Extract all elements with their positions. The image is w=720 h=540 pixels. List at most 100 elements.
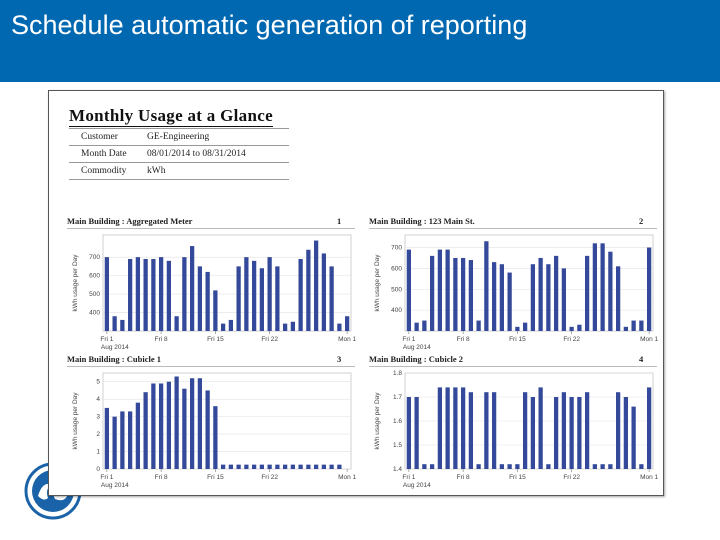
bar [646,387,652,469]
bar [205,390,210,469]
bar [166,260,172,331]
bar [282,323,288,331]
chart-panel-cubicle-2: Main Building : Cubicle 2 4 1.4 1.5 1.6 1.7… [369,354,659,494]
bar [522,392,528,469]
x-tick-label: Fri 1 [100,336,113,343]
y-axis-label: kWh usage per Day [72,254,79,312]
bar [112,316,117,331]
bar [429,464,435,469]
meta-value: GE-Engineering [147,132,210,142]
chart-panel-aggregated-meter: Main Building : Aggregated Meter 1 400 50… [67,216,357,356]
bar [530,397,536,469]
bar [104,257,110,331]
month-label: Aug 2014 [101,482,129,489]
x-tick-label: Fri 15 [509,474,526,481]
panel-header: Main Building : 123 Main St. 2 [369,216,657,229]
bar [290,321,296,331]
meta-row-customer: Customer GE-Engineering [81,132,209,142]
bar [329,464,334,469]
bar [337,464,342,469]
bar [267,257,272,331]
y-axis-label: kWh usage per Day [374,392,381,450]
bar [182,388,187,469]
bar [228,319,234,331]
month-label: Aug 2014 [403,482,431,489]
y-axis-label: kWh usage per Day [72,392,79,450]
bar [569,326,574,331]
bar [592,464,598,469]
bar [429,255,435,331]
chart-title: Main Building : Cubicle 1 [67,354,161,364]
bar [460,257,466,331]
bar [120,319,125,331]
bar [639,320,644,331]
bar [127,411,133,469]
bar [507,464,512,469]
meta-divider [69,179,289,180]
x-tick-label: Fri 22 [563,336,580,343]
y-tick-label: 1 [96,449,100,456]
bar [600,243,605,331]
bar [259,268,265,331]
bar [538,387,543,469]
x-tick-label: Fri 1 [100,474,113,481]
bar [406,249,412,331]
x-tick-label: Mon 1 [338,474,356,481]
bar [275,464,280,469]
bar [406,397,412,469]
x-tick-label: Fri 8 [155,336,168,343]
bar [561,392,567,469]
bar [422,320,427,331]
chart-number: 3 [337,354,342,364]
y-axis-label: kWh usage per Day [374,254,381,312]
chart-cubicle-1: 0 1 2 3 4 5 Fri 1 Fri 8 Fri 15 Fri 22 Mon 1 Aug 201… [72,372,357,489]
bar [267,464,272,469]
bar [174,316,179,331]
y-tick-label: 400 [89,310,100,317]
bar [615,392,621,469]
bar [236,266,241,331]
y-tick-label: 700 [89,254,100,261]
bar [244,464,249,469]
bar [491,262,497,331]
x-tick-label: Fri 8 [155,474,168,481]
bar [220,323,226,331]
bar [507,272,512,331]
bar [135,257,141,331]
y-tick-label: 600 [391,265,402,272]
bar [414,322,419,331]
bar [631,320,636,331]
bar [623,397,629,469]
bar [437,387,443,469]
bar [530,264,536,331]
bar [189,378,195,469]
bar [197,378,203,469]
bar [213,406,218,469]
bar [244,257,249,331]
bar [275,266,280,331]
panel-header: Main Building : Aggregated Meter 1 [67,216,355,229]
bar [476,320,481,331]
bar [306,464,311,469]
bar [120,411,125,469]
y-tick-label: 0 [96,466,100,473]
bar [344,316,350,331]
bar [623,326,629,331]
bar [437,249,443,331]
y-tick-label: 1.7 [393,394,402,401]
chart-number: 2 [639,216,644,226]
bar [143,392,148,469]
bar [329,266,334,331]
bar [228,464,234,469]
chart-aggregated-meter: 400 500 600 700 Fri 1 Fri 8 Fri 15 Fri 22 Mon 1 A… [72,234,357,351]
plot-area [404,234,654,332]
bar [484,241,489,331]
y-tick-label: 4 [96,396,100,403]
bar [584,255,590,331]
x-tick-label: Mon 1 [338,336,356,343]
y-tick-label: 600 [89,273,100,280]
bar [151,383,156,469]
report-title: Monthly Usage at a Glance [69,106,273,127]
monthly-usage-report: Monthly Usage at a Glance Customer GE-Eng… [48,90,664,496]
meta-label: Commodity [81,166,127,176]
